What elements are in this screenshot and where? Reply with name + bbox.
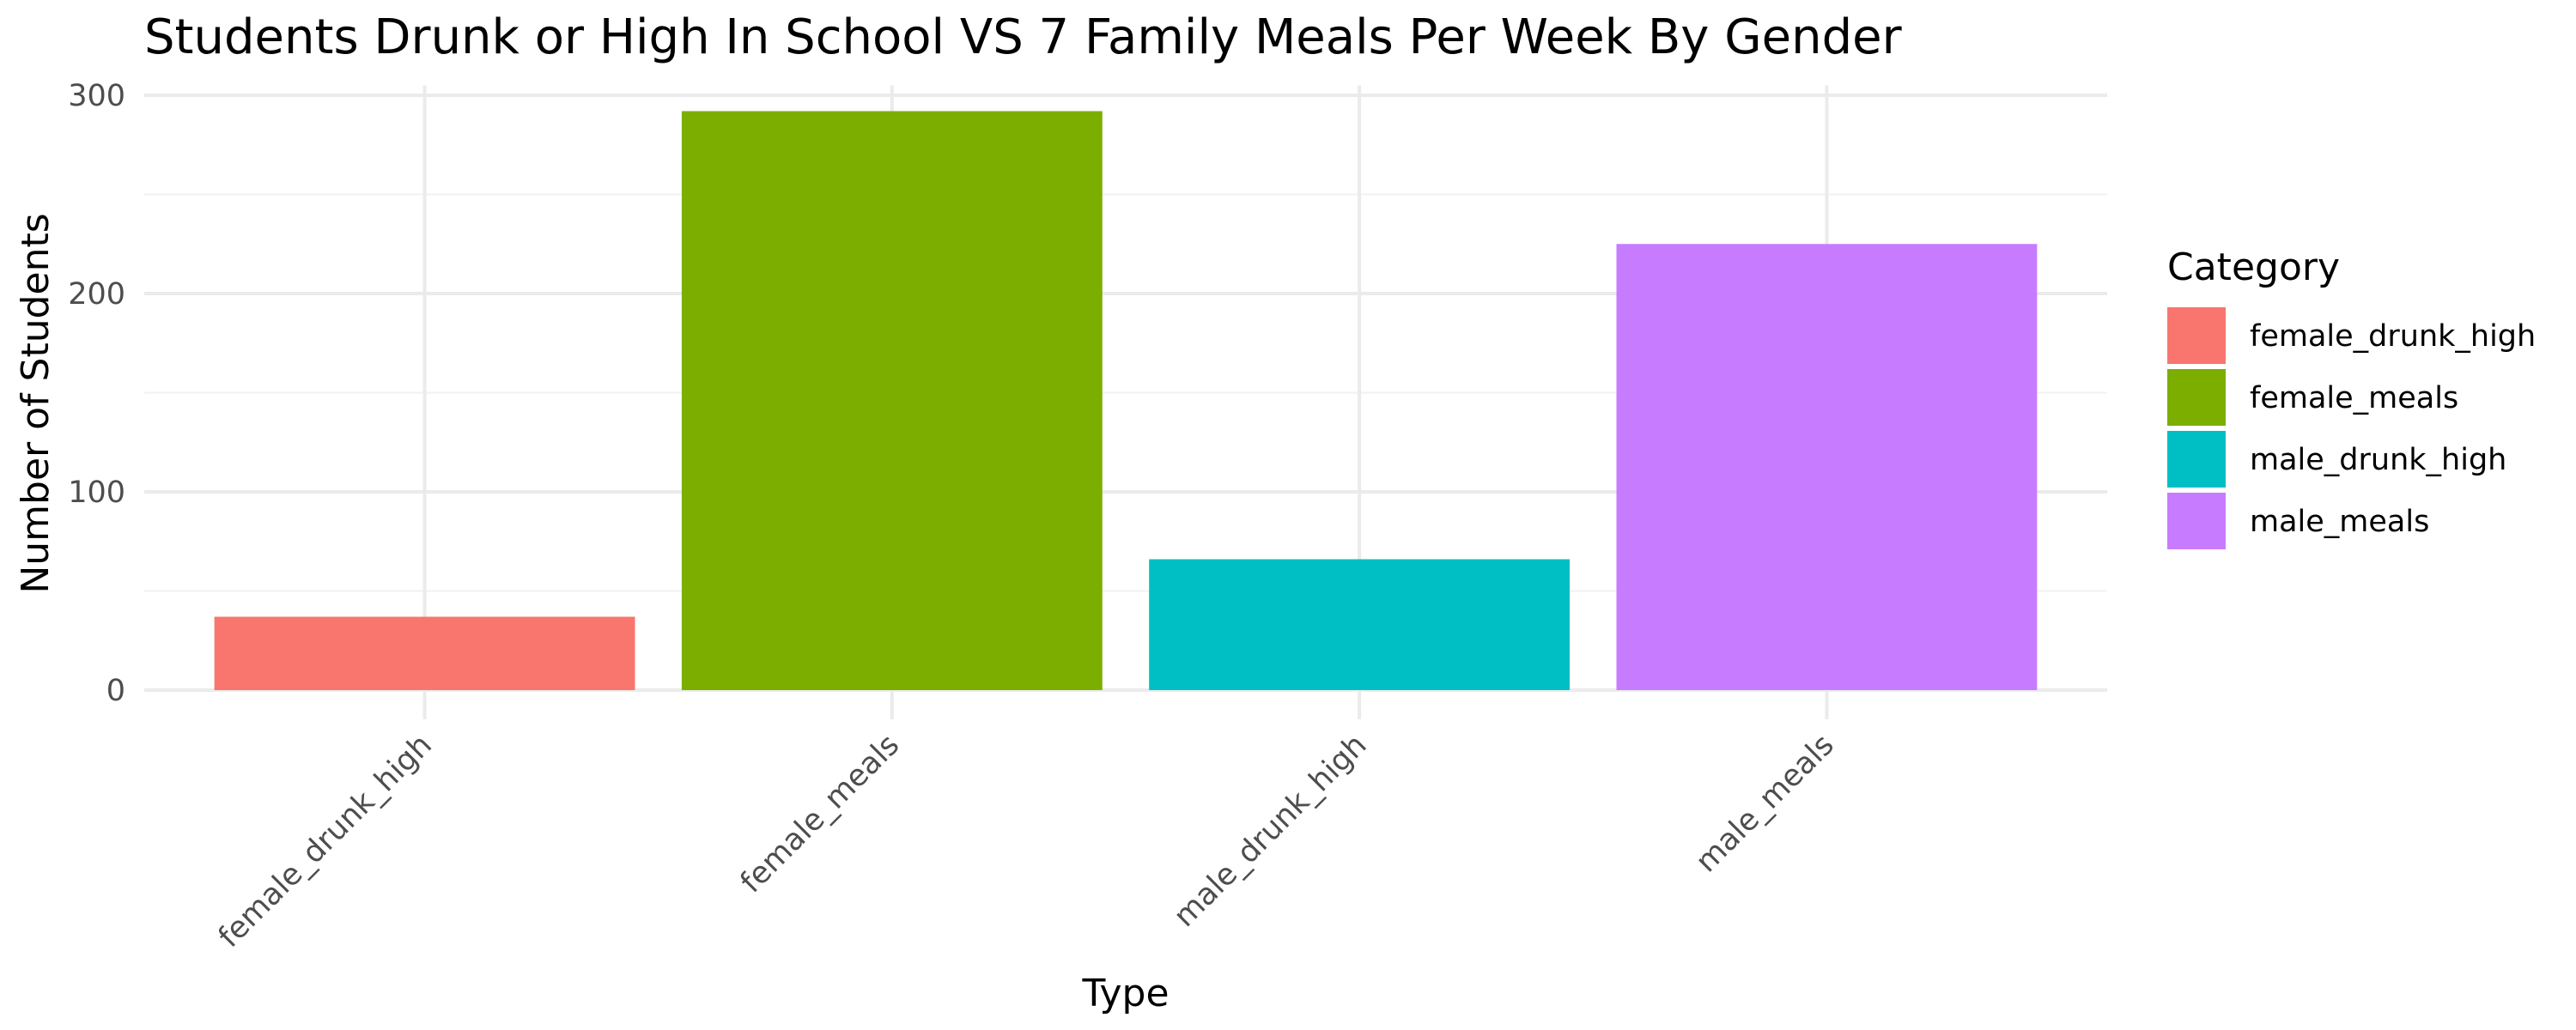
legend-key bbox=[2167, 431, 2226, 488]
y-tick-label: 300 bbox=[68, 79, 125, 113]
bar-female-meals bbox=[681, 111, 1103, 691]
x-tick-label: male_meals bbox=[1689, 728, 1840, 879]
y-tick-label: 200 bbox=[68, 277, 125, 312]
y-tick-label: 100 bbox=[68, 476, 125, 510]
legend: Category female_drunk_high female_mealsma… bbox=[2167, 245, 2536, 549]
y-tick-label: 0 bbox=[106, 674, 125, 708]
x-tick-label: male_drunk_high bbox=[1168, 728, 1374, 934]
bars bbox=[214, 111, 2038, 691]
x-tick-label: female_drunk_high bbox=[212, 728, 439, 954]
x-axis-ticks: female_drunk_high female_meals male_drunk_… bbox=[212, 728, 1841, 954]
legend-label: female_drunk_high bbox=[2250, 319, 2536, 354]
bar-male-drunk-high bbox=[1149, 559, 1571, 690]
legend-key bbox=[2167, 369, 2226, 426]
legend-label: female_meals bbox=[2250, 381, 2458, 415]
legend-key bbox=[2167, 493, 2226, 549]
y-axis-title: Number of Students bbox=[14, 213, 58, 593]
legend-key bbox=[2167, 307, 2226, 364]
legend-label: male_drunk_high bbox=[2250, 443, 2506, 477]
x-axis-title: Type bbox=[1081, 972, 1169, 1015]
bar-male-meals bbox=[1616, 244, 2038, 690]
bar-female-drunk-high bbox=[214, 616, 635, 690]
legend-label: male_meals bbox=[2250, 505, 2429, 539]
y-axis-ticks: 0 100 200 300 bbox=[68, 79, 125, 708]
chart-title: Students Drunk or High In School VS 7 Fa… bbox=[144, 9, 1903, 65]
legend-title: Category bbox=[2167, 245, 2340, 289]
x-tick-label: female_meals bbox=[734, 728, 906, 900]
